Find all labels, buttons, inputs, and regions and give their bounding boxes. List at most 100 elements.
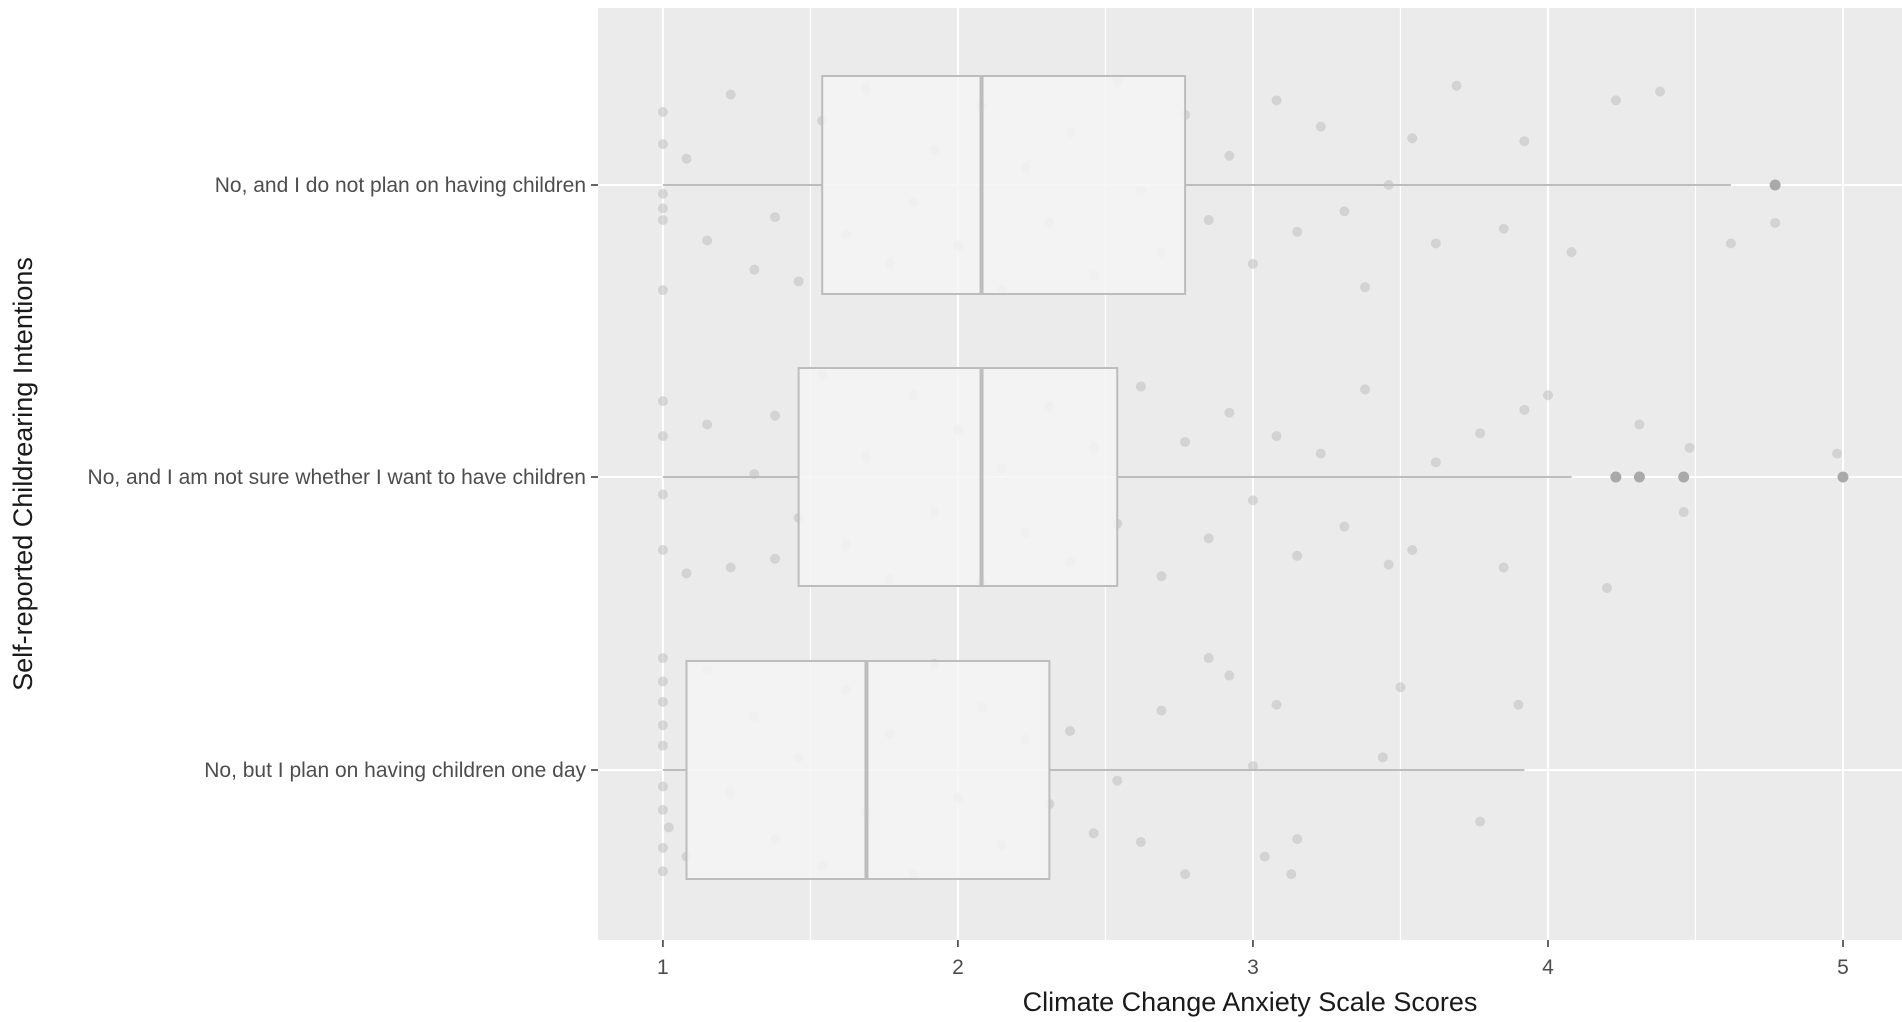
outlier-point xyxy=(1633,471,1645,483)
jitter-point xyxy=(1601,582,1612,593)
jitter-point xyxy=(702,235,713,246)
jitter-point xyxy=(1259,851,1270,862)
outlier-point xyxy=(1678,471,1690,483)
jitter-point xyxy=(657,781,668,792)
jitter-point xyxy=(1395,682,1406,693)
jitter-point xyxy=(1430,238,1441,249)
jitter-point xyxy=(1475,428,1486,439)
jitter-point xyxy=(1203,533,1214,544)
y-category-label: No, and I do not plan on having children xyxy=(215,174,586,197)
jitter-point xyxy=(793,276,804,287)
jitter-point xyxy=(1430,457,1441,468)
jitter-point xyxy=(657,866,668,877)
x-tick-label: 3 xyxy=(1247,956,1259,979)
jitter-point xyxy=(1678,507,1689,518)
jitter-point xyxy=(657,107,668,117)
y-axis-title: Self-reported Childrearing Intentions xyxy=(8,257,38,691)
box-iqr xyxy=(821,75,1187,295)
jitter-point xyxy=(1292,226,1303,237)
jitter-point xyxy=(1725,238,1736,249)
outlier-point xyxy=(1837,471,1849,483)
jitter-point xyxy=(657,188,668,199)
jitter-point xyxy=(1498,562,1509,573)
jitter-point xyxy=(657,139,668,150)
box-group xyxy=(662,367,1849,587)
jitter-point xyxy=(657,396,668,407)
jitter-point xyxy=(657,431,668,442)
jitter-point xyxy=(1684,442,1695,453)
jitter-point xyxy=(657,653,668,664)
jitter-point xyxy=(657,842,668,853)
jitter-point xyxy=(657,804,668,815)
jitter-point xyxy=(1513,699,1524,710)
jitter-point xyxy=(657,740,668,751)
jitter-point xyxy=(663,822,674,833)
jitter-point xyxy=(1180,869,1191,880)
jitter-point xyxy=(1770,217,1781,228)
jitter-point xyxy=(1224,150,1235,161)
jitter-point xyxy=(1315,121,1326,132)
jitter-point xyxy=(1407,133,1418,144)
jitter-point xyxy=(770,553,781,564)
jitter-point xyxy=(657,215,668,226)
jitter-point xyxy=(657,545,668,555)
jitter-point xyxy=(1180,436,1191,447)
axes-layer: 1 2 3 4 5 No, and I do not plan on having chi… xyxy=(88,174,1849,979)
outlier-point xyxy=(1610,471,1622,483)
x-tick-label: 4 xyxy=(1542,956,1554,979)
jitter-point xyxy=(1407,545,1418,555)
jitter-point xyxy=(681,568,692,579)
jitter-point xyxy=(1519,404,1530,415)
jitter-point xyxy=(1135,837,1146,847)
jitter-point xyxy=(657,676,668,687)
jitter-point xyxy=(1286,869,1297,880)
jitter-point xyxy=(681,153,692,164)
jitter-point xyxy=(657,720,668,731)
jitter-point xyxy=(1339,521,1350,532)
jitter-point xyxy=(657,285,668,296)
y-category-label: No, and I am not sure whether I want to … xyxy=(88,466,586,489)
box-group xyxy=(662,660,1525,880)
x-tick-label: 1 xyxy=(657,956,669,979)
jitter-point xyxy=(725,562,736,573)
box-group xyxy=(662,75,1781,295)
jitter-point xyxy=(1542,390,1553,401)
jitter-point xyxy=(1832,448,1843,459)
jitter-point xyxy=(749,264,760,275)
box-iqr xyxy=(797,367,1119,587)
jitter-point xyxy=(1566,247,1577,258)
jitter-point xyxy=(770,212,781,223)
jitter-point xyxy=(1498,223,1509,234)
jitter-point xyxy=(1315,448,1326,459)
jitter-point xyxy=(1156,705,1167,716)
jitter-point xyxy=(1247,495,1258,506)
jitter-point xyxy=(702,419,713,430)
jitter-point xyxy=(1203,215,1214,226)
jitter-point xyxy=(1377,752,1388,763)
jitter-point xyxy=(1224,670,1235,681)
jitter-point xyxy=(1224,407,1235,418)
outlier-point xyxy=(1769,179,1781,191)
jitter-point xyxy=(1247,761,1258,772)
x-tick-label: 5 xyxy=(1837,956,1849,979)
jitter-point xyxy=(1655,86,1666,97)
jitter-point xyxy=(657,203,668,214)
y-category-label: No, but I plan on having children one da… xyxy=(204,759,586,782)
jitter-point xyxy=(1634,419,1645,430)
jitter-point xyxy=(1451,80,1462,91)
jitter-point xyxy=(1519,136,1530,147)
jitter-point xyxy=(1156,571,1167,582)
jitter-point xyxy=(1088,828,1099,839)
jitter-point xyxy=(1360,384,1371,395)
jitter-point xyxy=(1339,206,1350,217)
x-axis-title: Climate Change Anxiety Scale Scores xyxy=(1023,987,1478,1017)
x-tick-label: 2 xyxy=(952,956,964,979)
jitter-point xyxy=(1065,726,1076,737)
jitter-point xyxy=(657,696,668,707)
jitter-point xyxy=(1271,95,1282,106)
jitter-point xyxy=(1292,834,1303,845)
jitter-point xyxy=(1475,816,1486,827)
jitter-point xyxy=(1247,258,1258,269)
jitter-point xyxy=(770,410,781,421)
